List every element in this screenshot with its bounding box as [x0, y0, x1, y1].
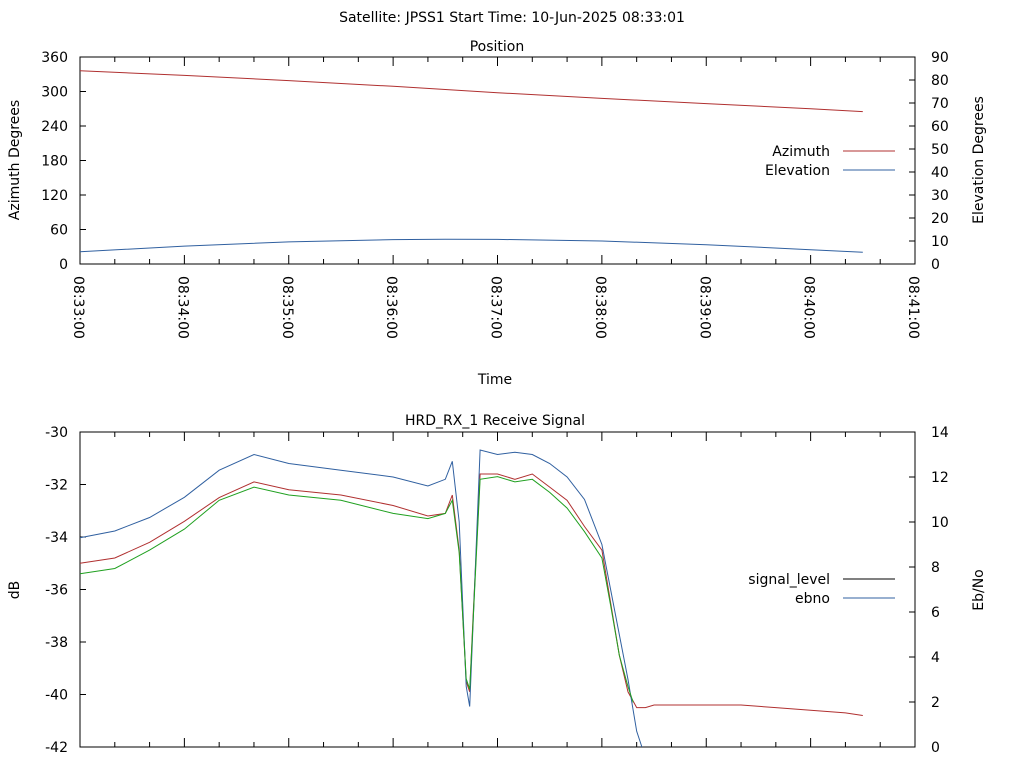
y2-tick-label: 0 — [931, 740, 940, 756]
signal-plot-frame — [79, 431, 916, 748]
x-tick-label: 08:38:00 — [592, 276, 608, 339]
y2-tick-label: 60 — [931, 119, 949, 135]
y2-tick-label: 4 — [931, 650, 940, 666]
x-tick-label: 08:33:00 — [70, 276, 86, 339]
y-tick-label: -34 — [45, 530, 68, 546]
legend-label-ebno: ebno — [795, 591, 830, 607]
y2-tick-label: 20 — [931, 211, 949, 227]
legend-label-azimuth: Azimuth — [772, 144, 830, 160]
x-tick-label: 08:36:00 — [383, 276, 399, 339]
y-tick-label: -38 — [45, 635, 68, 651]
y2-tick-label: 6 — [931, 605, 940, 621]
x-tick-label: 08:40:00 — [801, 276, 817, 339]
legend-label-elevation: Elevation — [765, 163, 830, 179]
y-tick-label: -40 — [45, 688, 68, 704]
y2-tick-label: 12 — [931, 470, 949, 486]
series-line-Elevation — [79, 238, 863, 253]
series-line-Azimuth — [79, 70, 863, 113]
y-tick-label: 300 — [41, 85, 68, 101]
position-chart-title: Position — [470, 39, 525, 55]
signal-axes: -30 -32 -34 -36 -38 -40 -42 0 2 4 6 8 10 12 14 — [45, 425, 949, 756]
x-tick-label: 08:39:00 — [696, 276, 712, 339]
position-series — [79, 70, 863, 253]
y-tick-label: 120 — [41, 188, 68, 204]
y2-tick-label: 40 — [931, 165, 949, 181]
y-tick-label: 60 — [50, 223, 68, 239]
x-tick-label: 08:35:00 — [279, 276, 295, 339]
y2-tick-label: 80 — [931, 73, 949, 89]
signal-series — [79, 449, 863, 748]
y2-tick-label: 70 — [931, 96, 949, 112]
position-y2-axis-label: Elevation Degrees — [971, 96, 987, 224]
y2-tick-label: 10 — [931, 234, 949, 250]
signal-chart-title: HRD_RX_1 Receive Signal — [405, 413, 585, 429]
y2-tick-label: 8 — [931, 560, 940, 576]
series-line-ebno — [79, 449, 643, 748]
position-legend: Azimuth Elevation — [765, 144, 895, 179]
y-tick-label: -30 — [45, 425, 68, 441]
y-tick-label: -42 — [45, 740, 68, 756]
signal-y-axis-label: dB — [7, 581, 23, 600]
y-tick-label: -36 — [45, 583, 68, 599]
y2-tick-label: 50 — [931, 142, 949, 158]
signal-legend: signal_level ebno — [748, 572, 895, 607]
series-line-signal_level — [79, 473, 863, 716]
y-tick-label: 180 — [41, 154, 68, 170]
position-plot-frame — [79, 56, 916, 265]
y-tick-label: 360 — [41, 50, 68, 66]
position-axes: 0 60 120 180 240 300 360 0 10 20 30 40 50 60 70 80 90 08:… — [41, 50, 949, 339]
series-line-unlabeled-2 — [79, 476, 634, 703]
signal-y2-axis-label: Eb/No — [971, 569, 987, 611]
figure-header: Satellite: JPSS1 Start Time: 10-Jun-2025… — [339, 10, 685, 26]
y2-tick-label: 90 — [931, 50, 949, 66]
y2-tick-label: 0 — [931, 257, 940, 273]
y-tick-label: 240 — [41, 119, 68, 135]
legend-label-signal-level: signal_level — [748, 572, 830, 588]
y2-tick-label: 30 — [931, 188, 949, 204]
y2-tick-label: 10 — [931, 515, 949, 531]
x-tick-label: 08:41:00 — [905, 276, 921, 339]
x-tick-label: 08:37:00 — [488, 276, 504, 339]
position-y-axis-label: Azimuth Degrees — [7, 100, 23, 220]
y-tick-label: -32 — [45, 478, 68, 494]
y-tick-label: 0 — [59, 257, 68, 273]
y2-tick-label: 2 — [931, 695, 940, 711]
y2-tick-label: 14 — [931, 425, 949, 441]
x-tick-label: 08:34:00 — [174, 276, 190, 339]
position-x-axis-label: Time — [477, 372, 512, 388]
